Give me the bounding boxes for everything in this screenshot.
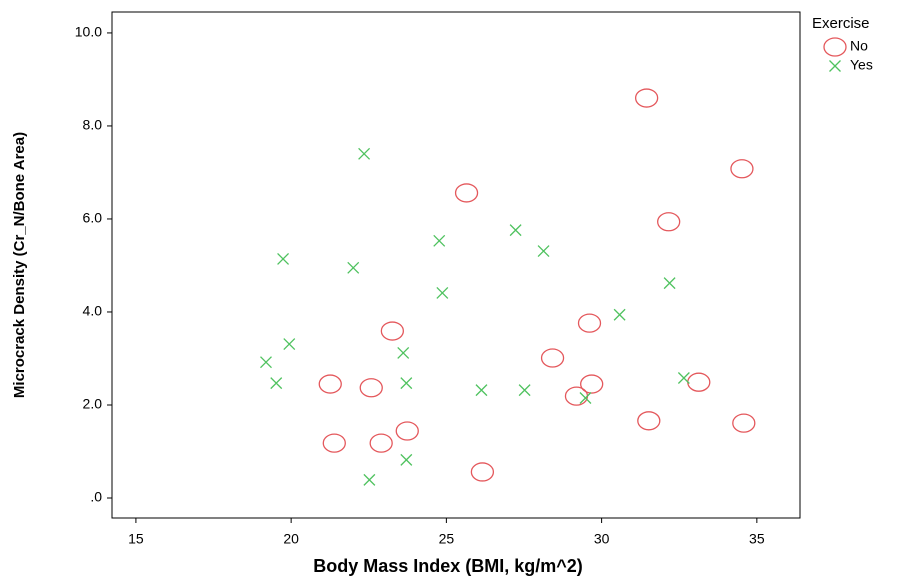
y-axis-label: Microcrack Density (Cr_N/Bone Area) <box>11 132 28 398</box>
point <box>347 261 360 274</box>
point <box>436 286 449 299</box>
point <box>577 313 602 333</box>
point <box>380 321 405 341</box>
y-tick-label: 2.0 <box>83 396 103 412</box>
legend-marker <box>829 60 841 72</box>
point <box>283 338 296 351</box>
point <box>363 473 376 486</box>
plot-area <box>111 11 801 519</box>
legend-marker <box>823 37 847 57</box>
x-tick-label: 35 <box>749 531 765 547</box>
point <box>397 346 410 359</box>
point <box>470 462 495 482</box>
point <box>433 234 446 247</box>
point <box>270 377 283 390</box>
point <box>613 308 626 321</box>
point <box>322 433 346 453</box>
point <box>509 224 522 237</box>
x-tick-label: 20 <box>283 531 299 547</box>
point <box>657 212 681 232</box>
point <box>537 245 550 258</box>
point <box>634 88 659 108</box>
x-tick-label: 15 <box>128 531 144 547</box>
point <box>580 374 604 394</box>
legend-label: No <box>850 38 868 54</box>
point <box>579 392 592 404</box>
point <box>637 411 661 431</box>
y-tick-label: .0 <box>90 489 102 505</box>
point <box>318 374 342 394</box>
y-tick-label: 4.0 <box>83 303 103 319</box>
point <box>400 453 413 466</box>
point <box>260 356 272 369</box>
point <box>677 372 690 384</box>
x-tick-label: 30 <box>594 531 610 547</box>
point <box>277 252 290 265</box>
legend-label: Yes <box>850 57 873 73</box>
x-axis-label: Body Mass Index (BMI, kg/m^2) <box>313 556 583 576</box>
y-tick-label: 8.0 <box>83 117 103 133</box>
y-tick-label: 10.0 <box>75 24 102 40</box>
point <box>732 413 756 433</box>
point <box>400 377 413 390</box>
point <box>518 384 531 397</box>
point <box>475 384 488 397</box>
point <box>540 348 565 368</box>
point <box>730 159 754 179</box>
point <box>663 277 676 290</box>
point <box>369 433 393 453</box>
y-tick-label: 6.0 <box>83 210 103 226</box>
point <box>359 378 383 398</box>
legend-title: Exercise <box>812 15 870 32</box>
point <box>454 183 479 203</box>
x-tick-label: 25 <box>439 531 455 547</box>
point <box>395 421 419 441</box>
point <box>358 147 371 160</box>
